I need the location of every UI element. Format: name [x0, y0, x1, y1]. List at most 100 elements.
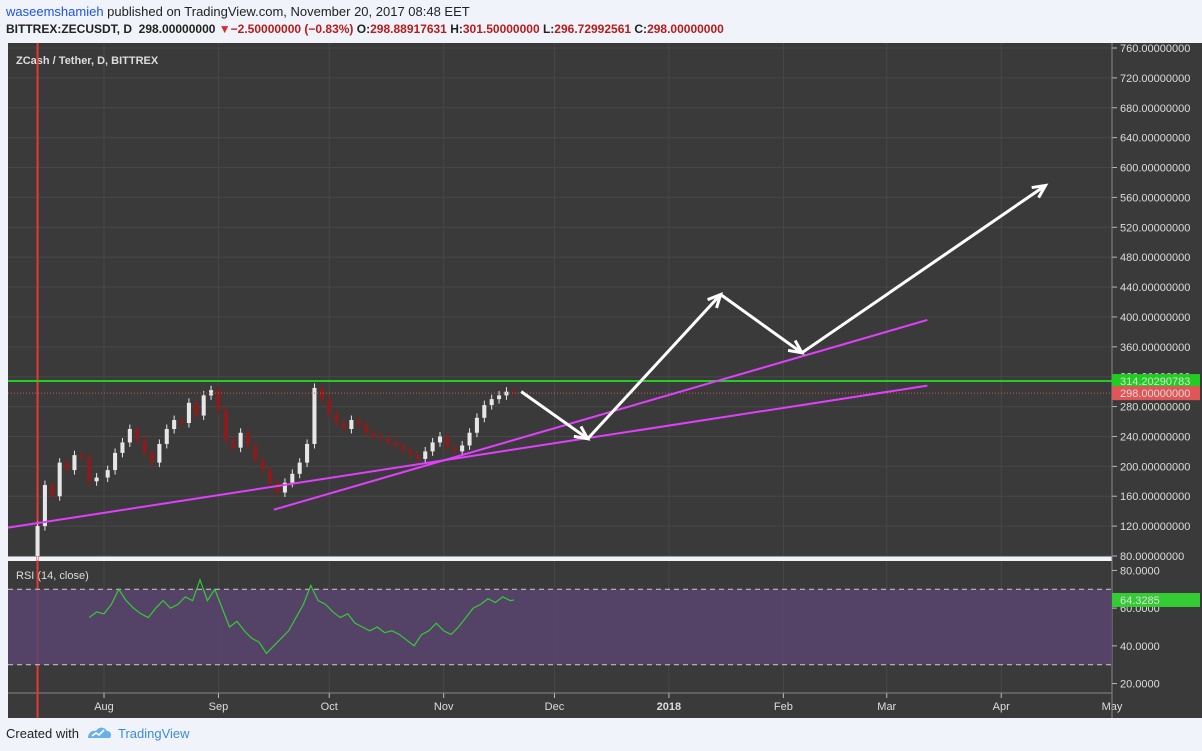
ohlc-line: BITTREX:ZECUSDT, D 298.00000000 ▼−2.5000… [6, 22, 724, 36]
resistance-price-label: 314.20290783 [1120, 376, 1190, 388]
time-tick-label: Sep [209, 701, 229, 713]
candle-body [238, 432, 243, 448]
chart-title: ZCash / Tether, D, BITTREX [16, 55, 159, 67]
rsi-tick-label: 20.0000 [1120, 679, 1160, 691]
candle-body [401, 445, 406, 450]
high-value: 301.50000000 [462, 22, 540, 36]
price-tick-label: 720.00000000 [1120, 73, 1190, 85]
time-tick-label: Apr [993, 701, 1010, 713]
price-chart[interactable]: 760.00000000 720.00000000 680.00000000 640.… [0, 43, 1202, 718]
symbol-label: BITTREX:ZECUSDT, D [6, 22, 132, 36]
candle-body [467, 432, 472, 446]
candle-body [72, 455, 77, 471]
candle-body [57, 462, 62, 497]
price-tick-label: 760.00000000 [1120, 43, 1190, 55]
candle-body [297, 462, 302, 474]
price-tick-label: 400.00000000 [1120, 312, 1190, 324]
price-tick-label: 560.00000000 [1120, 192, 1190, 204]
candle-body [231, 440, 236, 448]
candle-body [87, 457, 92, 482]
price-tick-label: 240.00000000 [1120, 431, 1190, 443]
candle-body [378, 436, 383, 438]
candle-body [474, 417, 479, 433]
candle-body [216, 390, 221, 411]
candle-body [194, 402, 199, 416]
projection-arrow-line [800, 184, 1047, 355]
price-tick-label: 120.00000000 [1120, 521, 1190, 533]
price-tick-label: 520.00000000 [1120, 222, 1190, 234]
publish-line: waseemshamieh published on TradingView.c… [6, 4, 470, 19]
price-tick-label: 640.00000000 [1120, 133, 1190, 145]
projection-arrow-line [586, 293, 722, 440]
candle-body [149, 452, 155, 463]
candle-body [172, 420, 177, 429]
close-label: C: [634, 22, 648, 36]
rsi-title: RSI (14, close) [16, 570, 89, 582]
candle-body [430, 442, 435, 452]
candle-body [423, 451, 428, 459]
rsi-tick-label: 40.0000 [1120, 641, 1160, 653]
rsi-line [88, 578, 514, 655]
candle-body [245, 432, 251, 446]
candle-body [135, 429, 140, 441]
candle-body [268, 470, 273, 483]
candle-body [113, 452, 118, 471]
candle-body [164, 429, 169, 444]
open-label: O: [356, 22, 371, 36]
candle-body [94, 477, 99, 482]
trendline [273, 318, 928, 511]
price-tick-label: 360.00000000 [1120, 342, 1190, 354]
candle-body [253, 445, 258, 461]
close-value: 298.00000000 [647, 22, 724, 36]
resistance-price-tag [1112, 374, 1200, 389]
time-tick-label: 2018 [657, 701, 681, 713]
candle-body [290, 473, 295, 483]
price-tick-label: 440.00000000 [1120, 282, 1190, 294]
candle-body [260, 460, 265, 471]
candle-body [65, 462, 70, 471]
candle-body [445, 436, 450, 448]
candle-body [142, 440, 147, 453]
candle-body [35, 526, 40, 556]
time-tick-label: Aug [94, 701, 114, 713]
last-price-label: 298.00000000 [1120, 388, 1190, 400]
low-label: L: [542, 22, 555, 36]
last-price: 298.00000000 [138, 22, 216, 36]
author-link[interactable]: waseemshamieh [6, 4, 104, 19]
candle-body [349, 420, 354, 429]
candle-body [179, 420, 184, 424]
time-tick-label: Dec [545, 701, 565, 713]
candle-body [319, 387, 324, 400]
candle-body [356, 420, 361, 426]
projection-arrow-line [719, 293, 803, 355]
low-value: 296.72992561 [554, 22, 632, 36]
price-pane [8, 43, 1112, 556]
rsi-value-tag [1112, 592, 1200, 607]
tradingview-brand-link[interactable]: TradingView [118, 726, 190, 741]
candle-body [305, 443, 310, 463]
price-tick-label: 80.00000000 [1120, 551, 1184, 563]
candle-body [482, 405, 487, 418]
candle-body [275, 482, 280, 493]
candle-body [386, 437, 391, 443]
projection-arrow-line [520, 390, 589, 440]
candle-body [437, 436, 443, 443]
time-tick-label: Oct [321, 701, 338, 713]
candle-body [334, 414, 339, 424]
time-tick-label: Feb [774, 701, 793, 713]
candle-body [511, 391, 516, 394]
candle-body [127, 429, 132, 443]
candle-body [223, 410, 228, 441]
candle-body [105, 470, 110, 478]
price-tick-label: 200.00000000 [1120, 461, 1190, 473]
candle-body [489, 399, 494, 406]
candle-body [79, 455, 84, 458]
created-with-label: Created with [6, 726, 79, 741]
candle-body [415, 455, 420, 459]
candle-body [42, 485, 47, 527]
candle-body [201, 395, 206, 416]
tradingview-logo-icon [88, 727, 111, 738]
change-value: −2.50000000 (−0.83%) [230, 22, 354, 36]
candle-body [282, 482, 287, 493]
candle-body [327, 399, 332, 415]
